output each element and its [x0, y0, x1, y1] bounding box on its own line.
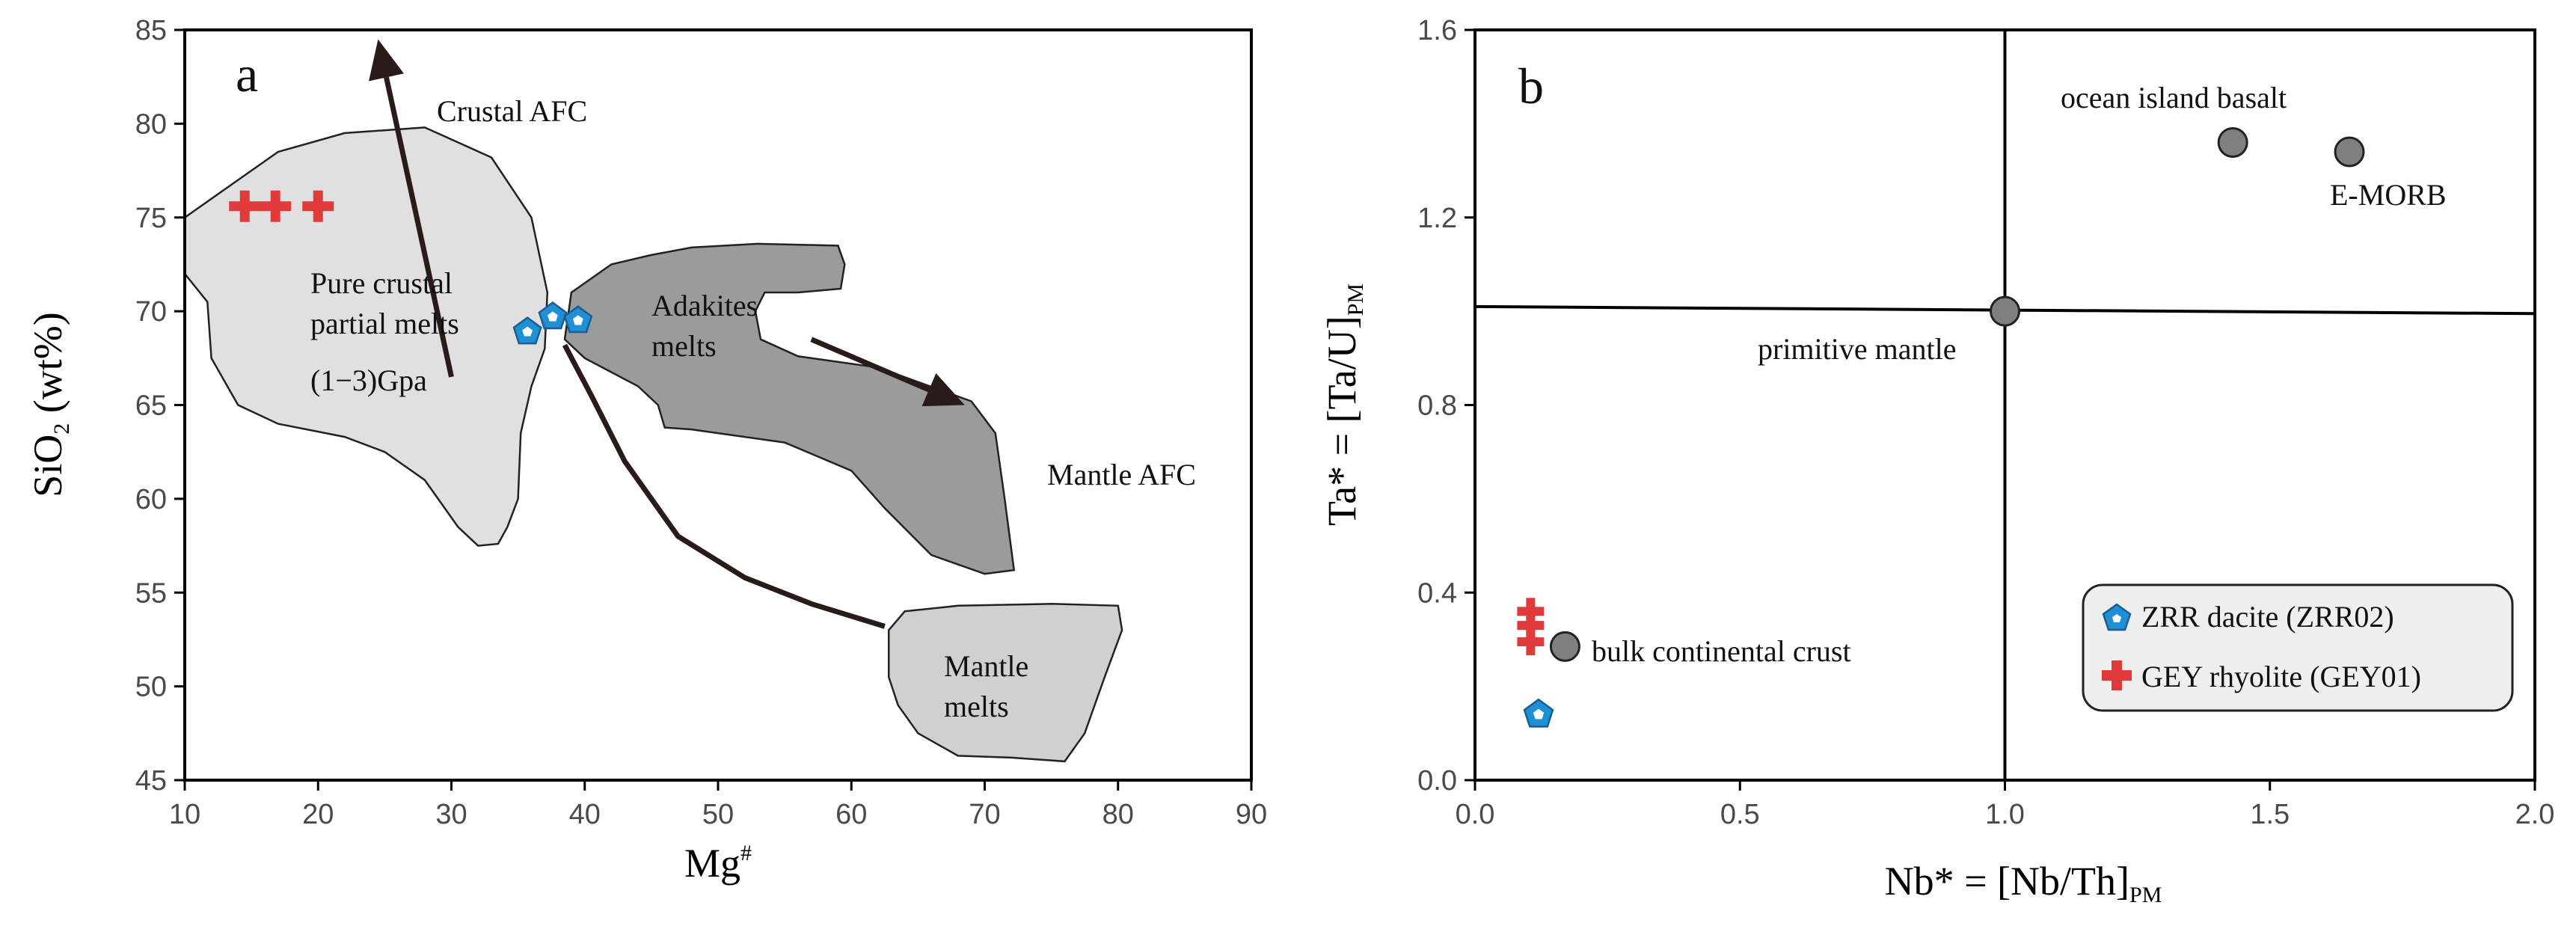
panel-a-ytick-label: 65	[135, 390, 167, 422]
panel-a-xtick-label: 50	[702, 799, 734, 830]
mantle-trend-curve	[562, 343, 886, 629]
emorb-label: E-MORB	[2330, 178, 2447, 212]
crustal-field-label-2: partial melts	[310, 307, 459, 340]
mantle-afc-label: Mantle AFC	[1047, 458, 1196, 491]
panel-b-xtick-label: 2.0	[2515, 799, 2555, 830]
panel-a-ytick-label: 55	[135, 577, 167, 609]
field-mantle	[887, 603, 1123, 763]
legend-cross-horizontal-icon	[2102, 670, 2132, 681]
panel-b-x-axis-title: Nb* = [Nb/Th]PM	[1885, 859, 2162, 907]
panel-a-curve-layer	[562, 343, 886, 629]
crustal-field-label-1: Pure crustal	[310, 266, 453, 300]
zrr-point-a-inner	[573, 315, 583, 325]
legend-label-zrr: ZRR dacite (ZRR02)	[2141, 600, 2394, 634]
adakite-field-label-1: Adakites	[651, 289, 758, 322]
legend-marker-cross	[2102, 660, 2132, 690]
panel-b-letter: b	[1518, 58, 1544, 114]
legend-label-gey: GEY rhyolite (GEY01)	[2141, 660, 2421, 693]
panel-a-y-axis-title: SiO2 (wt%)	[25, 312, 74, 497]
panel-a-x-ticks: 10 20 30 40 50 60 70 80 90	[169, 780, 1267, 830]
gey-point-a-h	[302, 201, 334, 212]
panel-a-xtick-label: 10	[169, 799, 200, 830]
panel-b-reference-points	[1549, 126, 2365, 662]
panel-a-ytick-label: 70	[135, 296, 167, 328]
panel-a-xtick-label: 30	[435, 799, 467, 830]
bulk-crust-label: bulk continental crust	[1592, 634, 1851, 668]
panel-b-y-ticks: 0.0 0.4 0.8 1.2 1.6	[1417, 15, 1475, 797]
panel-a-xtick-label: 70	[969, 799, 1000, 830]
panel-a-y-ticks: 45 50 55 60 65 70 75 80 85	[135, 15, 185, 797]
panel-a-xtick-label: 40	[569, 799, 601, 830]
zrr-point-a-inner	[548, 311, 558, 322]
panel-a-ytick-label: 80	[135, 108, 167, 140]
gey-point-b-h	[1517, 607, 1545, 616]
zrr-point-a-inner	[522, 326, 533, 337]
panel-a-fields	[183, 126, 1123, 763]
mantle-field-label-1: Mantle	[944, 649, 1028, 683]
panel-a-xtick-label: 80	[1103, 799, 1134, 830]
arrow-head-0	[369, 39, 404, 82]
panel-b-ytick-label: 0.8	[1417, 390, 1457, 422]
panel-a-ytick-label: 85	[135, 15, 167, 46]
panel-a-ytick-label: 50	[135, 672, 167, 703]
crustal-afc-label: Crustal AFC	[437, 94, 587, 128]
adakite-field-label-2: melts	[651, 329, 717, 363]
gey-point-b-h	[1517, 637, 1545, 647]
panel-b-xtick-label: 0.5	[1720, 799, 1760, 830]
arrow-shaft-0	[384, 76, 454, 378]
reference-point	[1990, 295, 2020, 327]
crustal-field-label-3: (1−3)Gpa	[310, 364, 427, 397]
panel-a-x-axis-title: Mg#	[684, 841, 752, 886]
reference-point	[2334, 136, 2365, 168]
mantle-field-label-2: melts	[944, 690, 1009, 723]
reference-point	[1549, 631, 1580, 662]
panel-b-ytick-label: 0.0	[1417, 765, 1457, 797]
panel-b-ytick-label: 1.2	[1417, 203, 1457, 234]
reference-point	[2217, 126, 2248, 158]
arrow-shaft-1	[810, 337, 930, 393]
panel-a-xtick-label: 20	[302, 799, 334, 830]
gey-point-a-h	[229, 201, 261, 212]
legend-box	[2082, 583, 2514, 712]
panel-a-ytick-label: 45	[135, 765, 167, 797]
legend: ZRR dacite (ZRR02) GEY rhyolite (GEY01)	[2082, 583, 2514, 712]
legend-pentagon-inner-icon	[2112, 614, 2121, 622]
panel-a-letter: a	[236, 46, 258, 102]
oib-label: ocean island basalt	[2061, 81, 2287, 114]
field-crustal	[183, 126, 549, 547]
zrr-point-b-inner	[1533, 708, 1545, 720]
legend-marker-pentagon	[2102, 603, 2132, 631]
panel-b-y-axis-title: Ta* = [Ta/U]PM	[1319, 283, 1368, 526]
panel-a-xtick-label: 90	[1236, 799, 1267, 830]
panel-a-arrows	[369, 39, 965, 407]
gey-point-b-h	[1517, 621, 1545, 631]
panel-b-points	[1517, 598, 1554, 728]
panel-b-x-ticks: 0.0 0.5 1.0 1.5 2.0	[1456, 780, 2555, 830]
panel-b-ytick-label: 1.6	[1417, 15, 1457, 46]
field-adakite	[563, 242, 1016, 575]
panel-b-xtick-label: 1.5	[2250, 799, 2290, 830]
panel-a-points	[229, 190, 593, 345]
arrow-head-1	[921, 372, 965, 407]
panel-b: 0.0 0.5 1.0 1.5 2.0 0.0 0.4 0.8 1.2 1.6 b ocean …	[1319, 15, 2554, 907]
panel-b-xtick-label: 1.0	[1985, 799, 2025, 830]
panel-b-ytick-label: 0.4	[1417, 577, 1457, 609]
panel-a-ytick-label: 75	[135, 203, 167, 234]
panel-a-xtick-label: 60	[835, 799, 867, 830]
primitive-mantle-label: primitive mantle	[1758, 332, 1957, 366]
gey-point-a-h	[260, 201, 292, 212]
panel-b-xtick-label: 0.0	[1456, 799, 1495, 830]
panel-a-ytick-label: 60	[135, 484, 167, 515]
